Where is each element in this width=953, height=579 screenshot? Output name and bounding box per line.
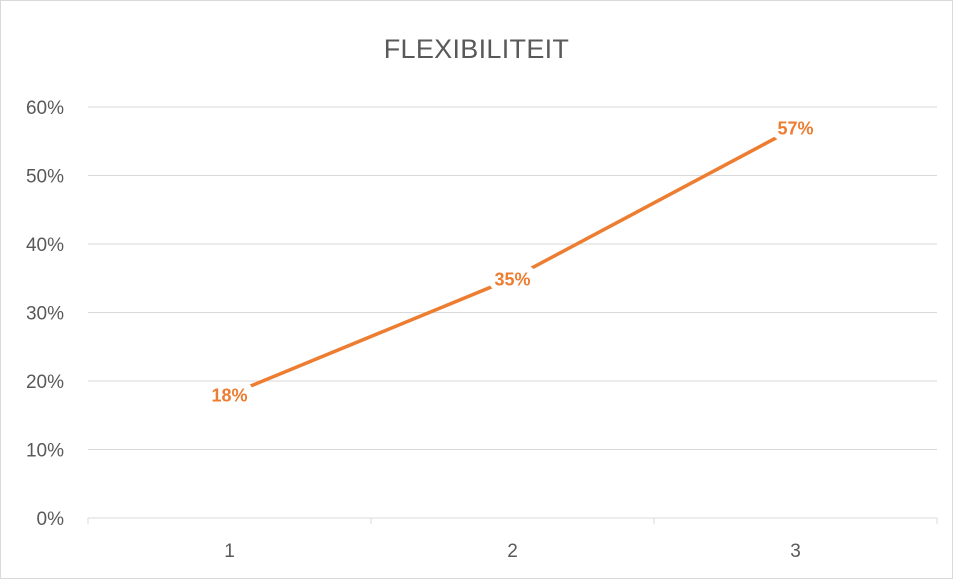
y-tick-label: 40% [26,235,64,256]
y-tick-label: 30% [26,304,64,325]
series-line [227,125,798,397]
x-tick-label: 2 [507,541,518,562]
axes: 0% 10% 20% 30% 40% 50% 60% 1 2 3 [26,98,938,562]
x-tick-label: 1 [224,541,235,562]
data-label-background [772,115,819,140]
series-layer [227,125,798,397]
y-tick-label: 20% [26,372,64,393]
y-tick-label: 50% [26,167,64,188]
data-labels: 18% 35% 57% [206,115,819,407]
chart-title: FLEXIBILITEIT [383,34,570,64]
data-label: 57% [777,119,813,139]
x-tick-label: 3 [790,541,801,562]
data-label: 18% [211,386,247,406]
y-tick-label: 0% [37,509,65,530]
y-tick-label: 10% [26,441,64,462]
gridlines [88,106,937,450]
data-label-background [206,382,253,407]
data-label-background [489,266,536,291]
y-tick-label: 60% [26,98,64,119]
data-label: 35% [494,269,530,289]
